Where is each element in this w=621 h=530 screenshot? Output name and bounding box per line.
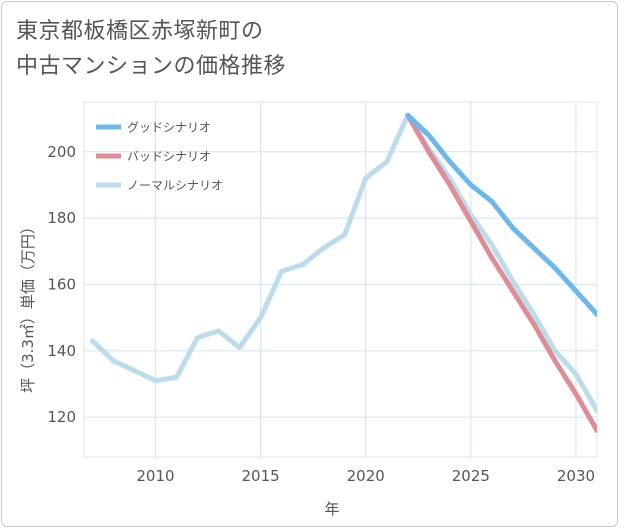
y-tick-label: 120	[47, 408, 76, 426]
legend-label: ノーマルシナリオ	[127, 179, 223, 193]
x-tick-label: 2015	[242, 467, 280, 485]
tick-labels: 2010 2015 2020 2025 2030 120 140 160 180 200	[47, 143, 595, 485]
plot-area	[83, 101, 598, 458]
y-axis-title: 坪（3.3㎡）単価（万円）	[19, 219, 37, 393]
chart-title-line2: 中古マンションの価格推移	[16, 54, 287, 79]
y-tick-label: 140	[47, 342, 76, 360]
x-axis-title: 年	[324, 500, 339, 518]
series-line-1	[405, 112, 597, 433]
series-line-0	[405, 112, 597, 317]
series-lines	[89, 112, 597, 433]
y-tick-label: 160	[47, 275, 76, 293]
x-tick-label: 2010	[136, 467, 174, 485]
x-tick-label: 2030	[557, 467, 595, 485]
x-tick-label: 2025	[452, 467, 490, 485]
y-tick-label: 200	[47, 143, 76, 161]
legend-label: グッドシナリオ	[127, 121, 211, 135]
legend-label: バッドシナリオ	[127, 150, 211, 164]
series-line-2	[89, 112, 597, 414]
x-tick-label: 2020	[347, 467, 385, 485]
chart-title: 東京都板橋区赤塚新町の 中古マンションの価格推移	[16, 14, 286, 84]
y-tick-label: 180	[47, 209, 76, 227]
chart-title-line1: 東京都板橋区赤塚新町の	[16, 19, 264, 44]
